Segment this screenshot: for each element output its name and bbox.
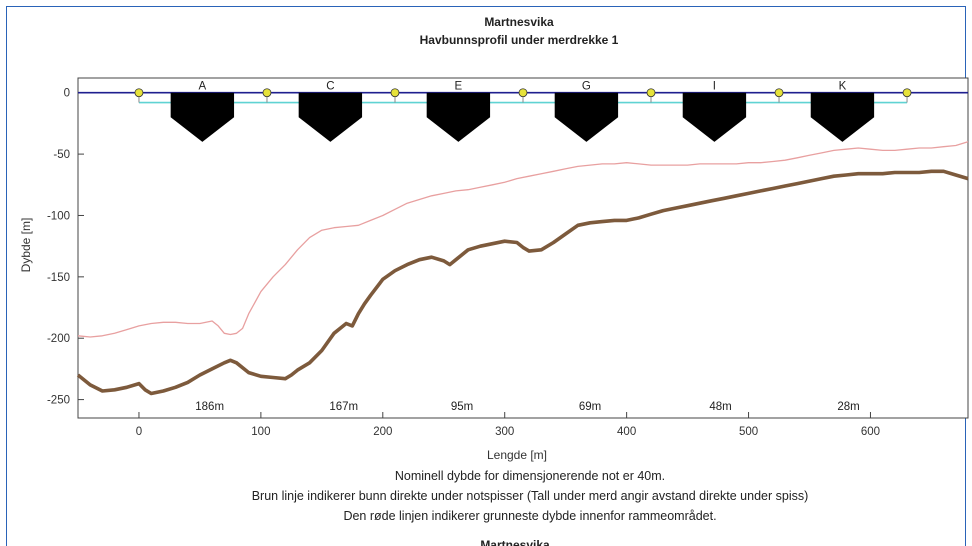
series-bottom-line [76,169,969,396]
distance-label: 28m [837,401,859,413]
y-tick-label: -250 [47,395,70,407]
cage-label: E [455,81,463,93]
distance-label: 69m [579,401,601,413]
cage-label: A [199,81,207,93]
x-tick-label: 300 [495,426,514,438]
buoy-marker [134,88,144,98]
x-axis-label: Lengde [m] [487,448,547,462]
distance-labels: 186m 167m 95m 69m 48m 28m [195,401,859,413]
cage-label: G [582,81,591,93]
cage-net [298,92,363,142]
y-tick-label: -50 [53,149,70,161]
distance-label: 95m [451,401,473,413]
x-tick-label: 400 [617,426,636,438]
y-tick-label: 0 [64,88,70,100]
cage-label: I [713,81,716,93]
distance-label: 186m [195,401,224,413]
note-line-1: Nominell dybde for dimensjonerende not e… [395,469,665,483]
buoy-marker [902,88,912,98]
cage-label: K [839,81,847,93]
note-line-2: Brun linje indikerer bunn direkte under … [252,489,809,503]
note-line-3: Den røde linjen indikerer grunneste dybd… [343,509,716,523]
x-tick-label: 500 [739,426,758,438]
buoy-marker [774,88,784,98]
distance-label: 167m [329,401,358,413]
series-shallowest-line [77,141,969,338]
series-group [76,141,969,396]
y-tick-label: -200 [47,333,70,345]
buoy-marker [518,88,528,98]
x-tick-label: 100 [251,426,270,438]
y-axis: 0 -50 -100 -150 -200 -250 [47,88,84,407]
chart-title: Martnesvika [484,15,554,29]
cage-net [810,92,875,142]
buoy-marker [390,88,400,98]
y-tick-label: -100 [47,210,70,222]
y-axis-label: Dybde [m] [19,218,33,273]
x-tick-label: 0 [136,426,142,438]
x-axis: 0 100 200 300 400 500 600 [136,412,880,438]
cage-net [170,92,235,142]
cage-net [554,92,619,142]
y-tick-label: -150 [47,272,70,284]
buoy-marker [646,88,656,98]
buoy-marker [262,88,272,98]
cage-net [682,92,747,142]
x-tick-label: 200 [373,426,392,438]
next-figure-title: Martnesvika [480,538,550,546]
chart-subtitle: Havbunnsprofil under merdrekke 1 [420,33,619,47]
cage-label: C [326,81,334,93]
cage-net [426,92,491,142]
x-tick-label: 600 [861,426,880,438]
distance-label: 48m [709,401,731,413]
